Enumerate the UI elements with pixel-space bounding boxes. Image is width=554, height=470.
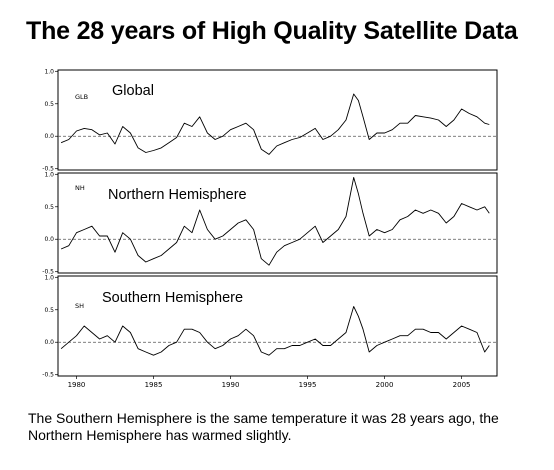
- panel-nh-label: Northern Hemisphere: [108, 187, 247, 203]
- panel-glb-tag: GLB: [75, 93, 88, 101]
- page-title: The 28 years of High Quality Satellite D…: [26, 17, 518, 45]
- panel-sh-ytick-label: -0.5: [42, 372, 54, 379]
- panel-sh-tag: SH: [75, 302, 84, 310]
- panel-sh-ytick-label: 0.5: [44, 307, 54, 314]
- panel-glb-label: Global: [112, 83, 154, 99]
- panel-glb-ytick-label: 0.5: [44, 101, 54, 108]
- panel-nh-tag: NH: [75, 184, 85, 192]
- panel-glb-ytick-label: 0.0: [44, 133, 54, 140]
- panel-nh-ytick-label: 1.0: [44, 171, 54, 178]
- panel-glb-ytick-label: 1.0: [44, 68, 54, 75]
- panel-nh-ytick-label: 0.0: [44, 236, 54, 243]
- panel-glb-series-line: [60, 93, 490, 155]
- panel-glb-ytick-label: -0.5: [42, 166, 54, 173]
- caption: The Southern Hemisphere is the same temp…: [28, 410, 499, 443]
- panel-sh-ytick-label: 0.0: [44, 339, 54, 346]
- panel-sh-label: Southern Hemisphere: [102, 290, 243, 306]
- panel-sh-xtick-label: 2005: [453, 381, 471, 389]
- panel-sh-ytick-label: 1.0: [44, 274, 54, 281]
- panel-sh-xtick-label: 1990: [222, 381, 240, 389]
- panel-sh-xtick-label: 2000: [376, 381, 394, 389]
- panel-sh-xtick-label: 1995: [299, 381, 317, 389]
- panel-nh-frame: [57, 172, 498, 274]
- panel-sh-series-line: [60, 306, 490, 356]
- panel-nh-series-line: [60, 177, 490, 266]
- panel-nh-ytick-label: -0.5: [42, 269, 54, 276]
- panel-sh-frame: [57, 275, 498, 377]
- panel-sh-xtick-label: 1985: [145, 381, 163, 389]
- panel-nh-ytick-label: 0.5: [44, 204, 54, 211]
- panel-glb-frame: [57, 69, 498, 171]
- panel-sh-xtick-label: 1980: [68, 381, 86, 389]
